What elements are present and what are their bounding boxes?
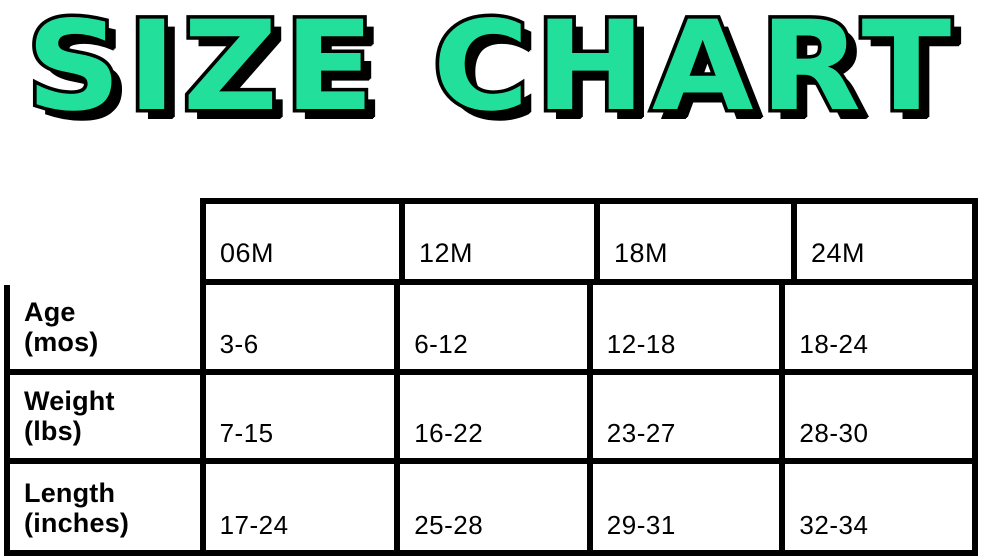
cell-value: 32-34 [799, 510, 869, 540]
size-chart-table: 06M 12M 18M 24M Age (mos) 3-6 6-12 12-18… [4, 198, 978, 556]
row-label-line1: Age [24, 296, 76, 327]
row-label-line2: (inches) [24, 507, 130, 538]
table-cell-age-18m: 12-18 [586, 285, 780, 369]
column-header-06m: 06M [206, 204, 399, 279]
column-header-label: 12M [419, 238, 474, 268]
row-label-line2: (mos) [24, 326, 99, 357]
column-header-12m: 12M [399, 204, 594, 279]
row-label-line1: Length [24, 477, 116, 508]
table-header-row: 06M 12M 18M 24M [200, 198, 978, 285]
table-cell-weight-18m: 23-27 [586, 375, 780, 458]
table-cell-length-18m: 29-31 [586, 464, 780, 550]
cell-value: 6-12 [414, 329, 469, 359]
cell-value: 3-6 [219, 329, 259, 359]
cell-value: 23-27 [606, 418, 676, 448]
table-cell-age-12m: 6-12 [394, 285, 587, 369]
table-cell-age-24m: 18-24 [779, 285, 972, 369]
cell-value: 18-24 [799, 329, 869, 359]
column-header-label: 06M [220, 238, 275, 268]
table-cell-length-12m: 25-28 [394, 464, 587, 550]
row-label-age: Age (mos) [10, 285, 200, 369]
table-cell-length-06m: 17-24 [199, 464, 395, 550]
table-row: Length (inches) 17-24 25-28 29-31 32-34 [4, 464, 978, 556]
title-area: SIZE CHART [0, 0, 984, 150]
table-cell-weight-06m: 7-15 [199, 375, 395, 458]
column-header-label: 24M [811, 238, 866, 268]
table-row: Age (mos) 3-6 6-12 12-18 18-24 [4, 285, 978, 375]
cell-value: 28-30 [799, 418, 869, 448]
row-label-line2: (lbs) [24, 415, 82, 446]
cell-value: 7-15 [219, 418, 274, 448]
row-label-weight: Weight (lbs) [10, 375, 200, 458]
cell-value: 17-24 [219, 510, 289, 540]
cell-value: 25-28 [414, 510, 484, 540]
column-header-label: 18M [614, 238, 669, 268]
table-cell-weight-12m: 16-22 [394, 375, 587, 458]
table-cell-length-24m: 32-34 [779, 464, 972, 550]
cell-value: 12-18 [606, 329, 676, 359]
page-title: SIZE CHART [23, 0, 958, 143]
row-label-length: Length (inches) [10, 464, 200, 550]
column-header-24m: 24M [791, 204, 972, 279]
table-row: Weight (lbs) 7-15 16-22 23-27 28-30 [4, 375, 978, 464]
column-header-18m: 18M [594, 204, 791, 279]
table-cell-age-06m: 3-6 [199, 285, 395, 369]
table-cell-weight-24m: 28-30 [779, 375, 972, 458]
row-label-line1: Weight [24, 385, 115, 416]
cell-value: 16-22 [414, 418, 484, 448]
cell-value: 29-31 [606, 510, 676, 540]
